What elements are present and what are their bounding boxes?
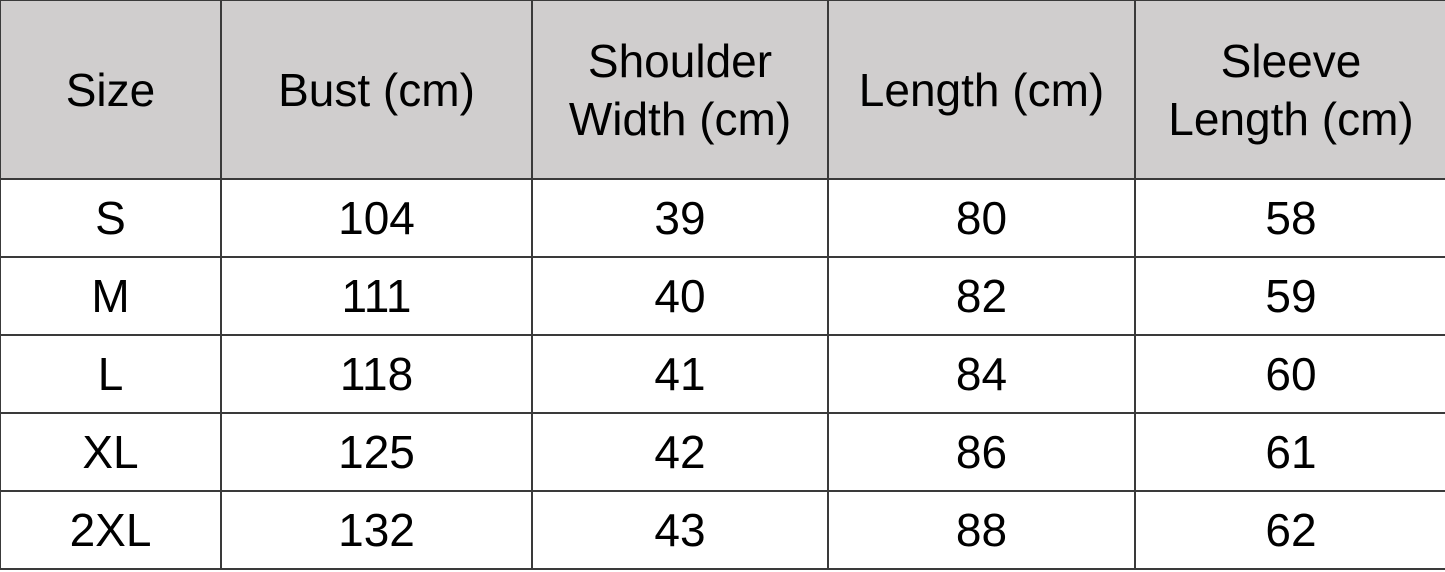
measurement-cell: 82 bbox=[827, 256, 1136, 336]
column-header: Size bbox=[0, 0, 222, 180]
size-cell: L bbox=[0, 334, 222, 414]
measurement-cell: 40 bbox=[531, 256, 829, 336]
measurement-cell: 39 bbox=[531, 178, 829, 258]
measurement-cell: 59 bbox=[1134, 256, 1445, 336]
column-header: Shoulder Width (cm) bbox=[531, 0, 829, 180]
measurement-cell: 125 bbox=[220, 412, 533, 492]
measurement-cell: 41 bbox=[531, 334, 829, 414]
header-row: Size Bust (cm) Shoulder Width (cm) Length (c… bbox=[0, 0, 1445, 180]
measurement-cell: 80 bbox=[827, 178, 1136, 258]
column-header: Sleeve Length (cm) bbox=[1134, 0, 1445, 180]
table-row: 2XL 132 43 88 62 bbox=[0, 490, 1445, 570]
column-header-text: Shoulder bbox=[587, 34, 773, 87]
measurement-cell: 86 bbox=[827, 412, 1136, 492]
table-row: M 111 40 82 59 bbox=[0, 256, 1445, 336]
size-cell: M bbox=[0, 256, 222, 336]
size-cell: XL bbox=[0, 412, 222, 492]
measurement-cell: 88 bbox=[827, 490, 1136, 570]
measurement-cell: 84 bbox=[827, 334, 1136, 414]
measurement-cell: 132 bbox=[220, 490, 533, 570]
measurement-cell: 58 bbox=[1134, 178, 1445, 258]
column-header-text: Length (cm) bbox=[1168, 92, 1414, 145]
size-cell: 2XL bbox=[0, 490, 222, 570]
measurement-cell: 104 bbox=[220, 178, 533, 258]
measurement-cell: 111 bbox=[220, 256, 533, 336]
column-header-text: Size bbox=[65, 63, 156, 116]
measurement-cell: 42 bbox=[531, 412, 829, 492]
table-row: S 104 39 80 58 bbox=[0, 178, 1445, 258]
measurement-cell: 61 bbox=[1134, 412, 1445, 492]
size-cell: S bbox=[0, 178, 222, 258]
column-header-text: Length (cm) bbox=[858, 63, 1105, 116]
column-header-text: Bust (cm) bbox=[278, 63, 475, 116]
table-row: XL 125 42 86 61 bbox=[0, 412, 1445, 492]
column-header: Bust (cm) bbox=[220, 0, 533, 180]
measurement-cell: 43 bbox=[531, 490, 829, 570]
column-header: Length (cm) bbox=[827, 0, 1136, 180]
column-header-text: Width (cm) bbox=[568, 92, 792, 145]
column-header-text: Sleeve bbox=[1220, 34, 1362, 87]
measurement-cell: 62 bbox=[1134, 490, 1445, 570]
measurement-cell: 60 bbox=[1134, 334, 1445, 414]
table-row: L 118 41 84 60 bbox=[0, 334, 1445, 414]
measurement-cell: 118 bbox=[220, 334, 533, 414]
